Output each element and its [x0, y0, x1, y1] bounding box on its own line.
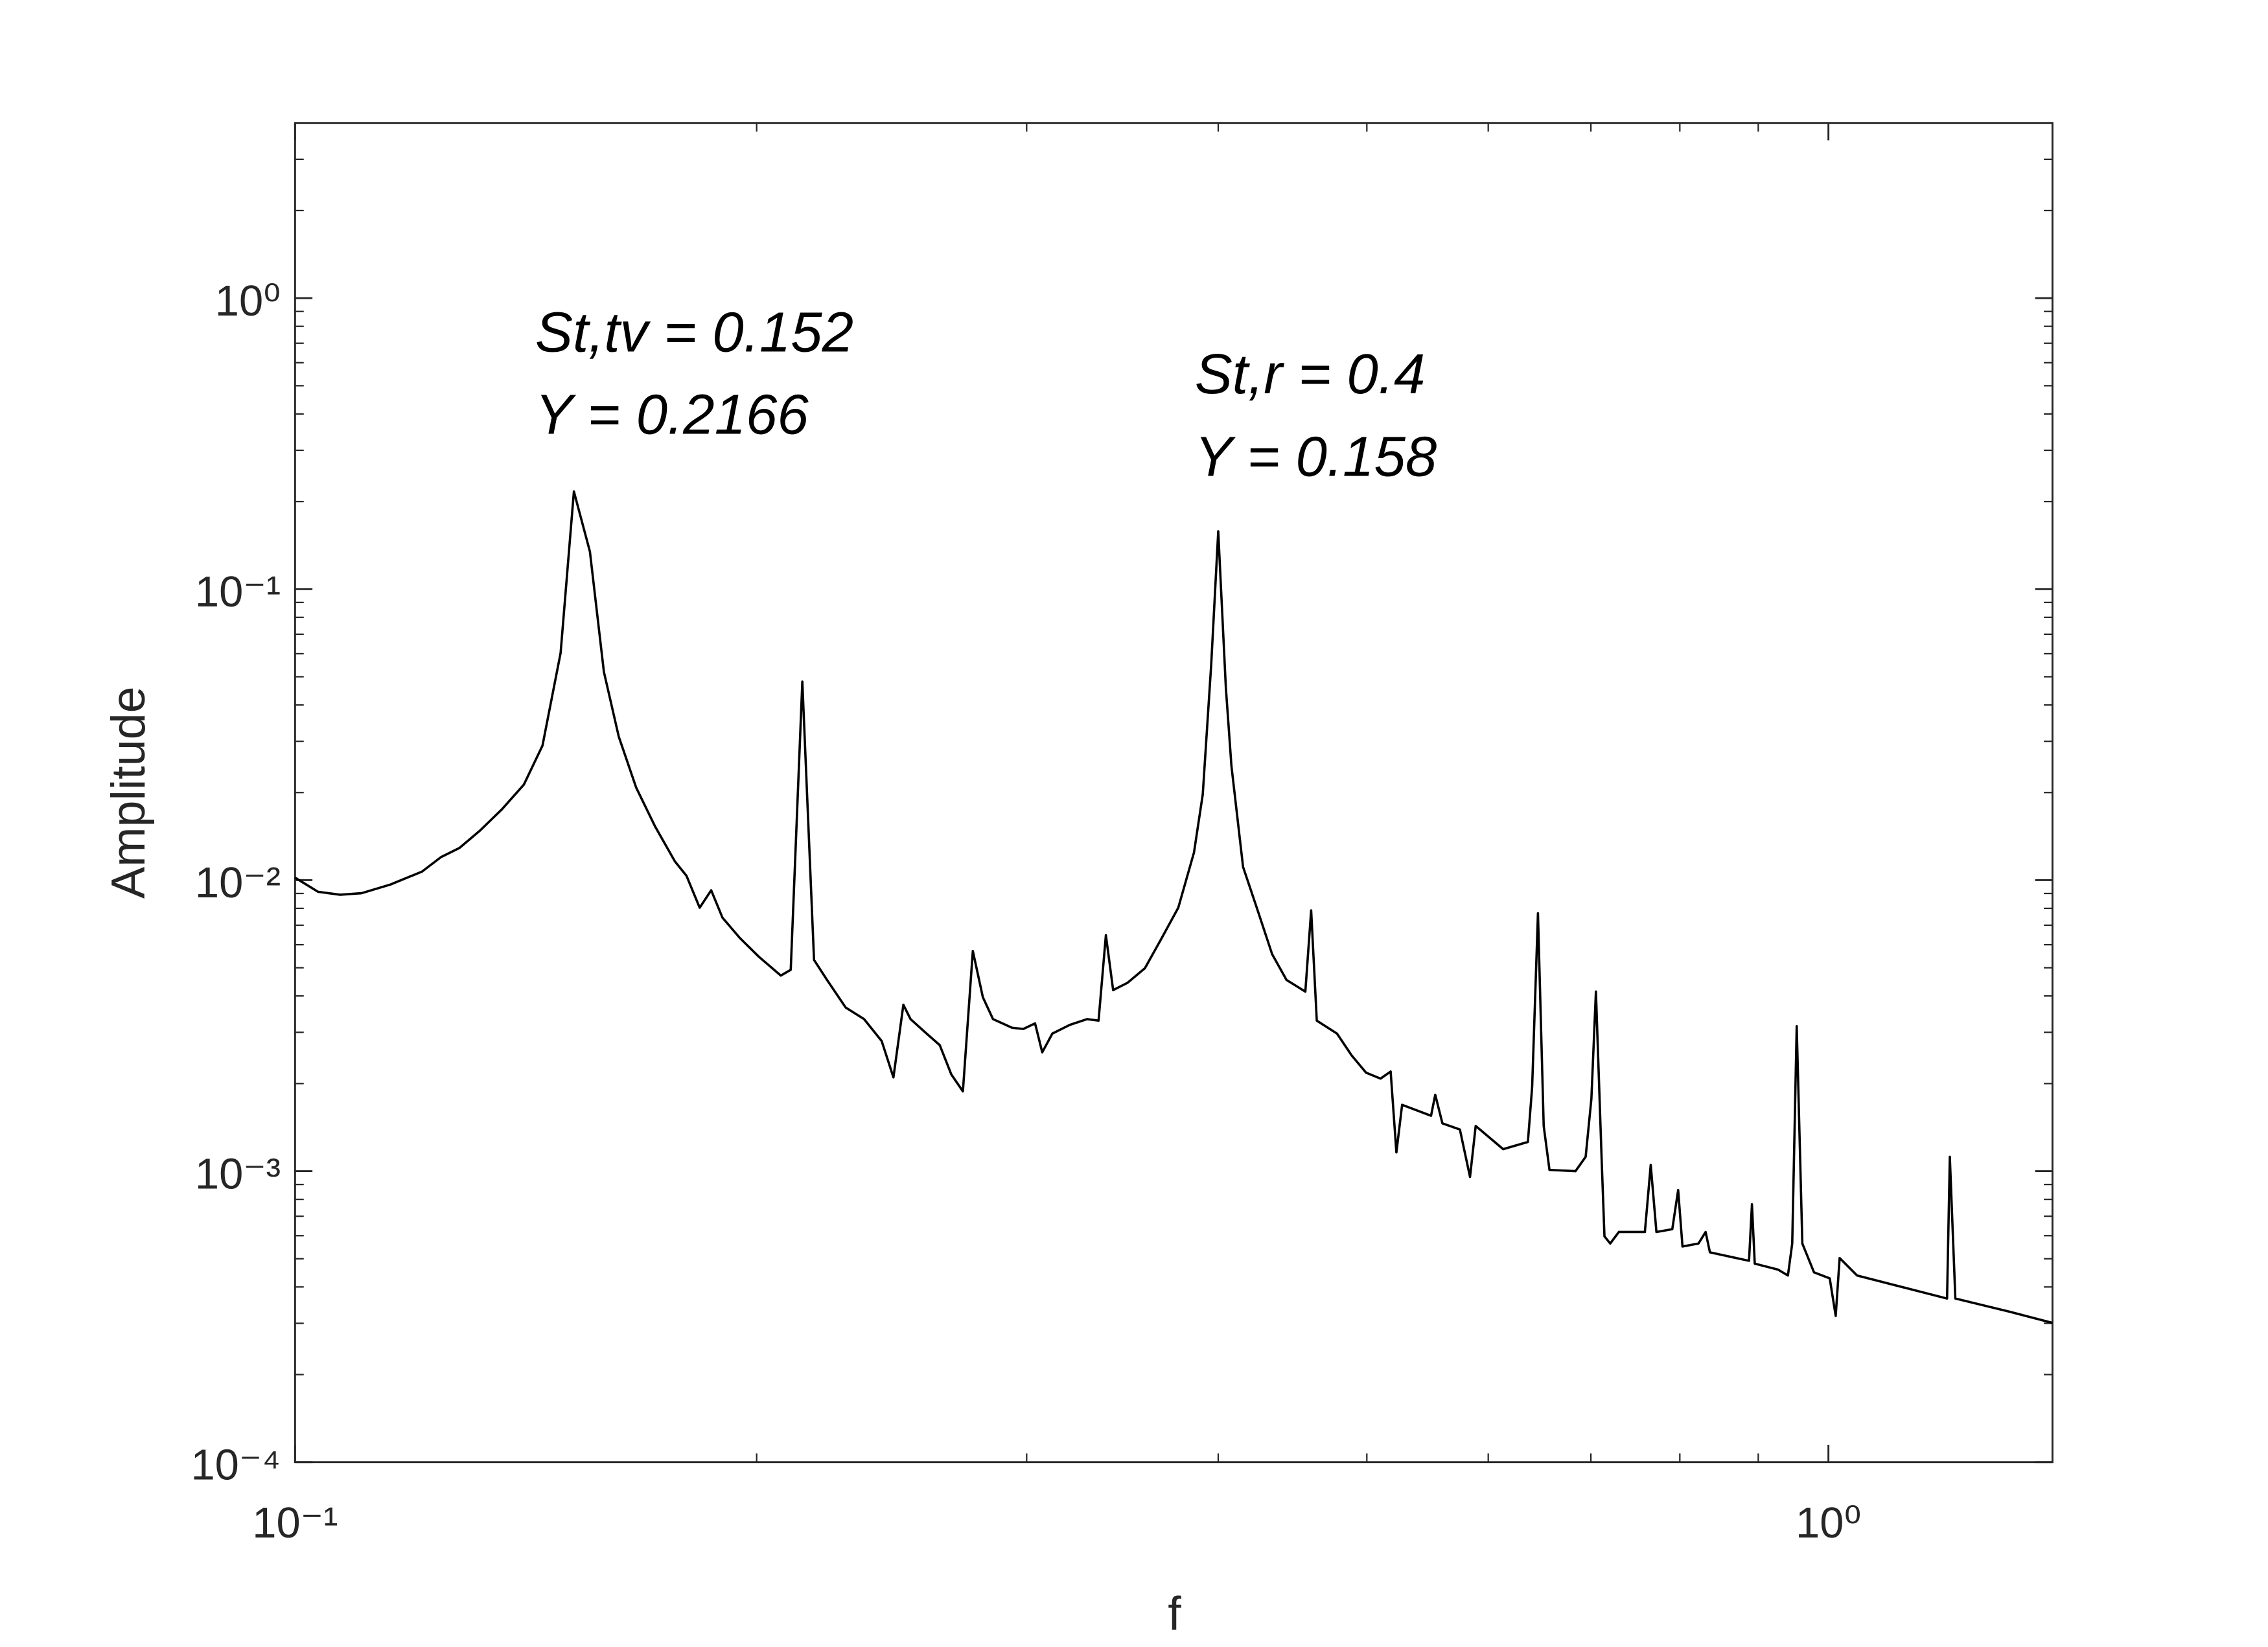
data-line — [294, 490, 2053, 1324]
annotation: St,tv = 0.152 — [535, 301, 853, 363]
x-axis-label: f — [1168, 1587, 1181, 1641]
y-tick-label: 10⁻³ — [195, 1149, 281, 1198]
y-tick-label: 10⁻⁴ — [191, 1441, 281, 1490]
y-tick-label: 10⁰ — [215, 277, 281, 325]
y-tick-label: 10⁻¹ — [195, 568, 281, 616]
annotation: St,r = 0.4 — [1195, 343, 1426, 406]
x-tick-label: 10⁰ — [1796, 1499, 1861, 1547]
y-axis-label: Amplitude — [101, 686, 155, 899]
y-tick-label: 10⁻² — [195, 858, 281, 907]
annotation: Y = 0.158 — [1195, 425, 1437, 488]
annotation: Y = 0.2166 — [535, 384, 809, 446]
x-tick-label: 10⁻¹ — [252, 1499, 338, 1547]
